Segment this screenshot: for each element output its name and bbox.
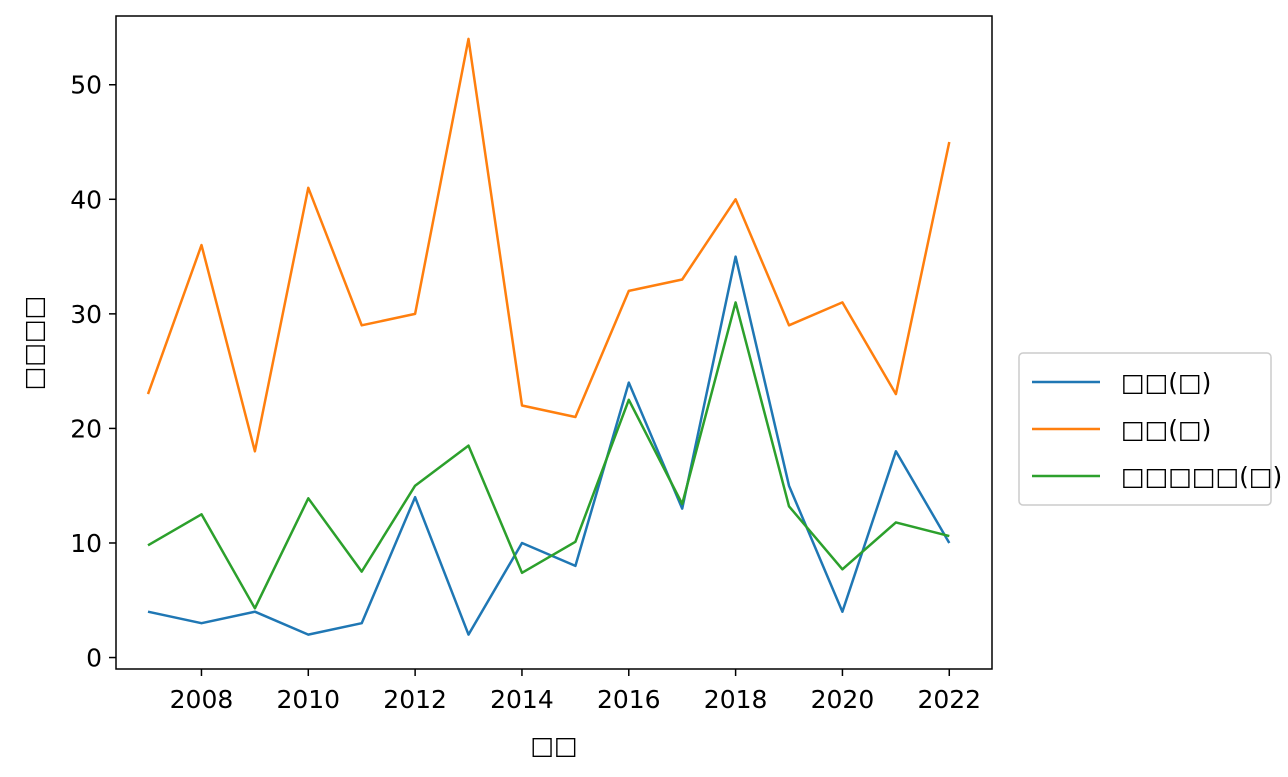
x-tick-label: 2014 <box>490 685 554 714</box>
y-tick-label: 20 <box>70 414 102 443</box>
x-tick-label: 2018 <box>704 685 768 714</box>
legend-label-1: □□(□) <box>1121 415 1211 444</box>
x-tick-label: 2022 <box>917 685 981 714</box>
series-lines <box>146 37 951 636</box>
x-tick-label: 2008 <box>170 685 234 714</box>
x-tick-label: 2010 <box>276 685 340 714</box>
y-tick-label: 40 <box>70 185 102 214</box>
y-tick-label: 0 <box>86 644 102 673</box>
legend-label-2: □□□□□(□) <box>1121 462 1282 491</box>
legend: □□(□) □□(□) □□□□□(□) <box>1018 352 1282 506</box>
legend-box <box>1018 352 1272 506</box>
series-line-2 <box>147 301 950 610</box>
y-axis-ticks: 0 10 20 30 40 50 <box>70 71 116 673</box>
x-tick-label: 2016 <box>597 685 661 714</box>
x-axis-label: □□ <box>530 731 577 760</box>
y-tick-label: 30 <box>70 300 102 329</box>
y-tick-label: 10 <box>70 529 102 558</box>
series-line-1 <box>146 37 951 453</box>
x-axis-ticks: 2008 2010 2012 2014 2016 2018 2020 2022 <box>170 669 981 714</box>
plot-frame <box>115 15 993 670</box>
y-axis-label: □□□□ <box>19 296 48 390</box>
y-tick-label: 50 <box>70 71 102 100</box>
x-tick-label: 2020 <box>811 685 875 714</box>
series-line-0 <box>147 255 951 636</box>
legend-label-0: □□(□) <box>1121 368 1211 397</box>
x-tick-label: 2012 <box>383 685 447 714</box>
